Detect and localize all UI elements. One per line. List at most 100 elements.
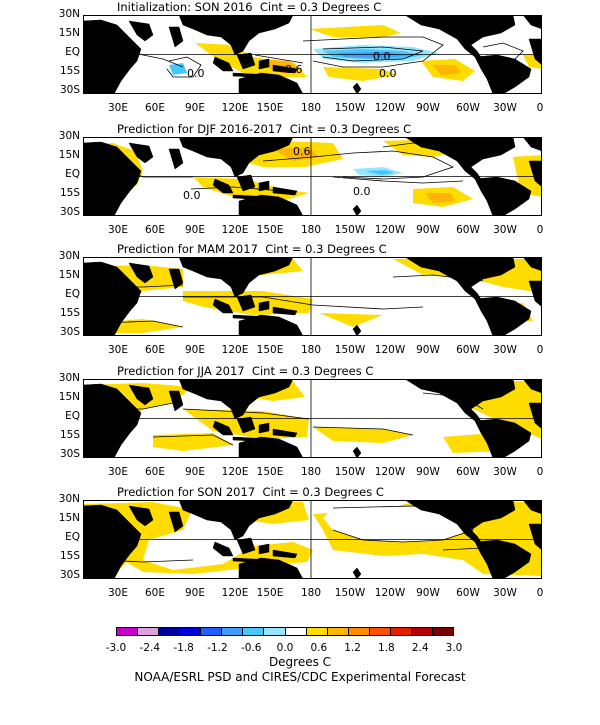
longitude-label: 180 [300,466,322,478]
neutral-zone [323,506,473,542]
anomaly-shading [365,170,395,175]
landmass [352,446,362,458]
panel-title: Prediction for JJA 2017 Cint = 0.3 Degre… [117,364,374,378]
longitude-label: 60W [456,224,480,236]
landmass [238,314,304,336]
longitude-label: 60W [456,344,480,356]
contour-line [322,46,424,62]
contour-line [183,296,314,306]
landmass [178,500,294,541]
colorbar-swatch [243,628,265,635]
longitude-label: 60E [145,102,165,114]
contour-label: 0.0 [379,67,397,80]
contour-label: 0.6 [293,145,311,158]
map-panel: Prediction for SON 2017 Cint = 0.3 Degre… [0,485,600,603]
colorbar-tick-label: -2.4 [139,642,161,654]
longitude-label: 120E [221,344,249,356]
longitude-label: 90E [185,587,205,599]
landmass [236,294,256,312]
colorbar-swatch [117,628,139,635]
landmass [236,174,256,192]
landmass [128,142,154,164]
colorbar-tick-label: 0.6 [310,642,328,654]
landmass [404,379,516,410]
contour-line [262,150,455,180]
latitude-label: 30S [59,206,80,218]
colorbar-tick-label: -3.0 [105,642,127,654]
longitude-label: 0 [536,344,544,356]
colorbar [116,627,454,636]
latitude-label: 15N [58,27,80,39]
longitude-label: 60E [145,466,165,478]
anomaly-map: 0.6 0.0 0.0 [83,137,542,216]
longitude-label: 30W [493,344,517,356]
longitude-label: 30E [108,102,128,114]
longitude-label: 30E [108,344,128,356]
longitude-label: 90E [185,344,205,356]
longitude-label: 30E [108,587,128,599]
longitude-label: 90W [416,224,440,236]
landmass [178,257,294,298]
landmass [352,567,362,579]
landmass [404,137,516,168]
latitude-label: 30N [58,372,80,384]
contour-line [332,176,464,184]
latitude-label: 15S [59,65,80,77]
contour-line [254,54,304,64]
landmass [238,72,304,94]
landmass [236,416,256,434]
colorbar-swatch [180,628,202,635]
landmass [178,379,294,420]
landmass [168,511,184,533]
anomaly-shading [309,25,401,37]
contour-line [312,426,414,436]
longitude-label: 120W [374,102,406,114]
contour-line [152,434,234,446]
latitude-label: EQ [65,288,80,300]
landmass [522,15,542,30]
longitude-label: 180 [300,224,322,236]
longitude-label: 90E [185,466,205,478]
contour-label: 0.0 [183,189,201,202]
longitude-label: 90W [416,466,440,478]
latitude-label: EQ [65,168,80,180]
latitude-label: EQ [65,46,80,58]
landmass [528,523,542,551]
anomaly-map [83,500,542,579]
longitude-label: 150W [334,102,366,114]
latitude-label: 15S [59,187,80,199]
latitude-label: 15N [58,149,80,161]
landmass [168,268,184,290]
anomaly-shading [123,508,313,574]
longitude-label: 120E [221,466,249,478]
landmass [212,420,234,436]
landmass [128,262,154,284]
longitude-label: 60E [145,344,165,356]
longitude-label: 120W [374,587,406,599]
colorbar-swatch [201,628,223,635]
anomaly-map [83,257,542,336]
latitude-label: 30S [59,569,80,581]
colorbar-tick-label: 0.0 [276,642,294,654]
latitude-label: 30S [59,326,80,338]
landmass [352,204,362,216]
landmass [128,384,154,406]
colorbar-swatch [411,628,433,635]
landmass [404,500,516,531]
longitude-label: 30E [108,224,128,236]
colorbar-swatch [348,628,370,635]
landmass [83,261,142,336]
anomaly-map: 0.0 0.0 0.0 -0.6 0.0 [83,15,542,94]
longitude-label: 150E [256,102,284,114]
landmass [522,500,542,515]
latitude-label: 30N [58,8,80,20]
longitude-label: 150W [334,466,366,478]
landmass [272,428,298,438]
landmass [212,298,234,314]
landmass [528,38,542,66]
latitude-label: 15N [58,391,80,403]
longitude-label: 150W [334,224,366,236]
landmass [522,137,542,152]
longitude-label: 30W [493,102,517,114]
longitude-label: 30W [493,466,517,478]
